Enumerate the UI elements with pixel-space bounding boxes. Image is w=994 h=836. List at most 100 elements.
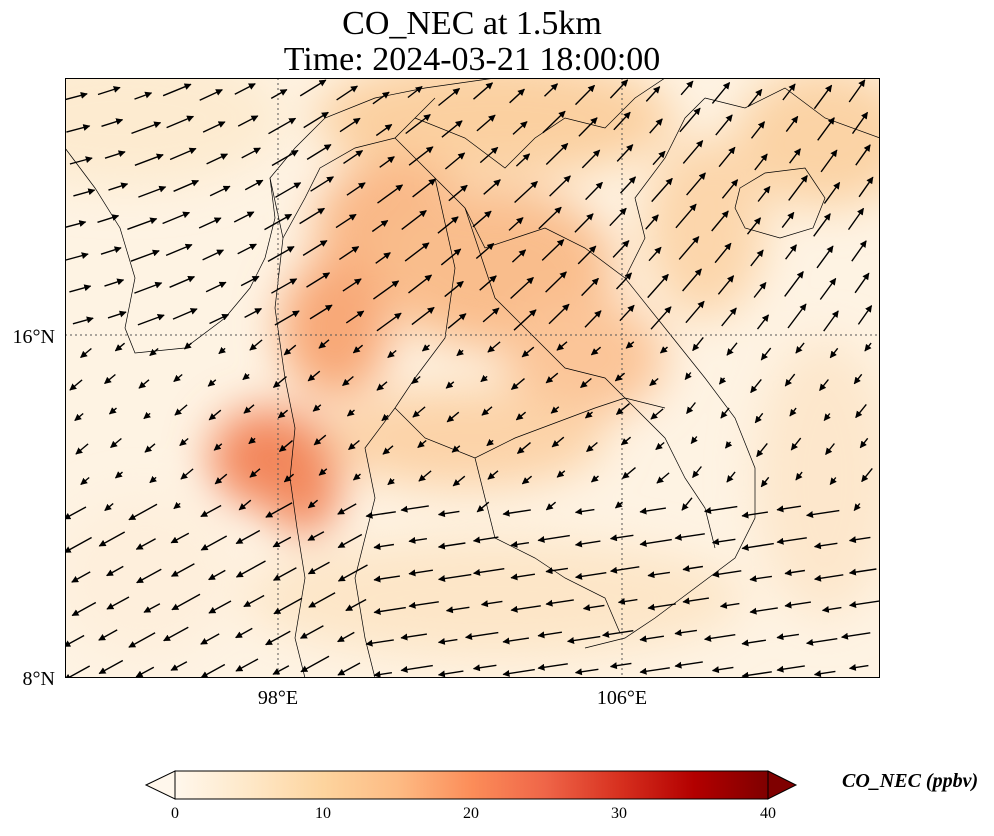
wind-vector-arrow (127, 217, 158, 230)
wind-vector-arrow (401, 210, 427, 230)
wind-vector-arrow (135, 666, 155, 678)
wind-vector-arrow (214, 473, 228, 485)
wind-vector-arrow (472, 536, 499, 544)
wind-vector-arrow (98, 659, 124, 675)
wind-vector-arrow (135, 538, 156, 550)
wind-vector-arrow (149, 475, 157, 484)
lat-tick-16n: 16°N (12, 326, 55, 348)
wind-vector-arrow (781, 211, 795, 229)
wind-vector-arrow (208, 409, 222, 421)
wind-vector-arrow (241, 147, 261, 159)
wind-vector-arrow (165, 243, 193, 257)
wind-vector-arrow (408, 146, 434, 166)
wind-vector-arrow (741, 671, 772, 678)
colorbar-tick-10: 10 (315, 805, 331, 822)
wind-vector-arrow (375, 252, 391, 264)
wind-vector-arrow (847, 207, 865, 231)
wind-vector-arrow (171, 593, 201, 611)
wind-vector-arrow (407, 85, 423, 99)
wind-vector-arrow (104, 278, 125, 287)
wind-vector-arrow (308, 592, 336, 608)
wind-vector-arrow (712, 570, 742, 578)
wind-vector-arrow (446, 411, 460, 423)
wind-vector-arrow (337, 631, 355, 643)
wind-vector-arrow (823, 310, 839, 332)
wind-vector-arrow (299, 79, 327, 97)
wind-vector-arrow (584, 411, 593, 419)
wind-vector-arrow (746, 217, 762, 235)
lat-tick-8n: 8°N (22, 668, 55, 690)
wind-vector-arrow (270, 88, 288, 100)
wind-vector-arrow (238, 499, 252, 511)
wind-vector-arrow (537, 631, 563, 639)
wind-vector-arrow (134, 281, 163, 294)
wind-vector-arrow (336, 85, 358, 101)
wind-vector-arrow (100, 246, 122, 255)
wind-vector-arrow (411, 375, 421, 385)
wind-vector-arrow (208, 569, 226, 581)
wind-vector-arrow (580, 377, 592, 389)
wind-vector-arrow (465, 631, 499, 640)
wind-vector-arrow (817, 117, 835, 141)
wind-vector-arrow (318, 468, 328, 476)
wind-vector-arrow (307, 561, 330, 575)
wind-vector-arrow (373, 575, 401, 583)
wind-vector-arrow (674, 533, 705, 541)
wind-vector-arrow (381, 413, 389, 422)
wind-vector-arrow (143, 603, 161, 613)
wind-vector-arrow (437, 670, 464, 678)
wind-vector-arrow (240, 275, 260, 287)
wind-vector-arrow (749, 575, 773, 583)
wind-vector-arrow (387, 477, 395, 486)
wind-vector-arrow (577, 245, 597, 265)
wind-vector-arrow (248, 436, 256, 445)
wind-vector-arrow (711, 538, 736, 546)
wind-vector-arrow (272, 665, 290, 675)
wind-vector-arrow (277, 409, 289, 419)
wind-vector-arrow (639, 667, 670, 675)
wind-vector-arrow (684, 372, 692, 381)
wind-vector-arrow (750, 249, 764, 267)
wind-vector-arrow (377, 184, 404, 204)
wind-vector-arrow (138, 379, 150, 389)
wind-vector-arrow (750, 121, 766, 139)
wind-vector-arrow (545, 567, 569, 575)
wind-vector-arrow (545, 372, 559, 384)
wind-vector-arrow (104, 373, 116, 385)
wind-vector-arrow (721, 179, 739, 199)
wind-vector-arrow (307, 370, 321, 382)
wind-vector-arrow (639, 635, 665, 643)
colorbar-tick-20: 20 (463, 805, 479, 822)
wind-vector-arrow (128, 503, 158, 521)
wind-vector-arrow (408, 601, 439, 609)
wind-vector-arrow (179, 437, 189, 447)
lon-tick-106e: 106°E (596, 687, 648, 709)
wind-vector-arrow (584, 310, 602, 328)
wind-vector-arrow (209, 313, 230, 325)
wind-vector-arrow (823, 181, 841, 204)
wind-vector-arrow (649, 377, 659, 387)
wind-vector-arrow (376, 312, 402, 332)
wind-vector-arrow (704, 634, 736, 642)
wind-vector-arrow (647, 273, 669, 299)
wind-vector-arrow (440, 248, 462, 266)
wind-vector-arrow (682, 268, 702, 292)
wind-vector-arrow (718, 376, 727, 385)
wind-vector-arrow (131, 121, 162, 135)
wind-vector-arrow (556, 341, 568, 351)
wind-vector-arrow (404, 242, 430, 262)
wind-vector-arrow (372, 280, 400, 300)
wind-vector-arrow (345, 598, 367, 612)
wind-vector-arrow (741, 511, 769, 519)
wind-vector-arrow (144, 443, 156, 453)
wind-vector-arrow (609, 534, 634, 542)
wind-vector-arrow (244, 307, 263, 319)
wind-vector-arrow (98, 531, 126, 547)
wind-vector-arrow (180, 468, 194, 480)
wind-vector-arrow (264, 213, 293, 231)
wind-vector-arrow (479, 275, 497, 291)
wind-vector-arrow (612, 240, 630, 258)
wind-vector-arrow (69, 156, 93, 165)
wind-vector-arrow (335, 213, 357, 229)
wind-vector-arrow (510, 540, 530, 548)
